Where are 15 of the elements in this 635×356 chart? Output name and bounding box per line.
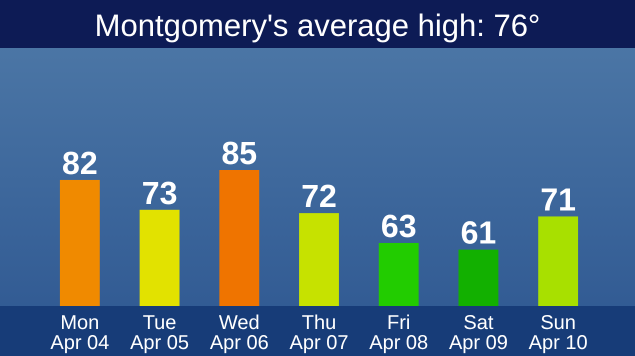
data-label: 63: [380, 208, 417, 244]
x-tick-label: Mon Apr 04: [50, 312, 110, 354]
x-tick-label: Wed Apr 06: [210, 312, 269, 354]
chart-title: Montgomery's average high: 76°: [94, 8, 540, 43]
x-tick-label: Tue Apr 05: [130, 312, 190, 354]
data-label: 82: [62, 144, 98, 181]
data-label: 61: [460, 214, 496, 251]
data-label: 72: [301, 178, 337, 214]
data-label: 73: [142, 174, 178, 211]
x-tick-label: Fri Apr 08: [369, 312, 428, 354]
x-tick-label: Thu Apr 07: [290, 312, 348, 354]
x-tick-label: Sun Apr 10: [528, 312, 588, 354]
data-label: 71: [540, 181, 576, 218]
x-tick-label: Sat Apr 09: [448, 312, 508, 354]
data-label: 85: [221, 135, 258, 171]
